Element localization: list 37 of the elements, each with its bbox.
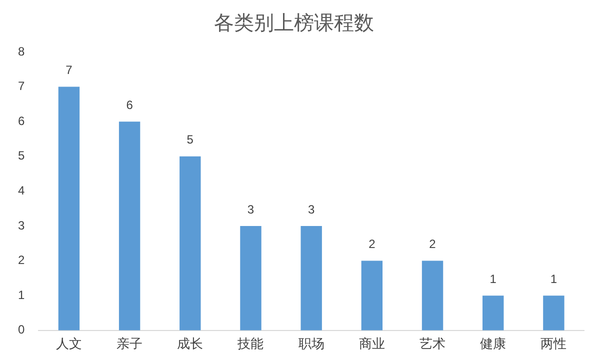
x-tick-label: 两性 (540, 336, 567, 351)
y-tick-label: 4 (18, 184, 25, 198)
data-label: 3 (247, 202, 254, 216)
x-tick-label: 人文 (56, 336, 82, 351)
chart-title: 各类别上榜课程数 (214, 12, 374, 35)
y-tick-label: 1 (18, 288, 25, 302)
x-tick-label: 商业 (358, 336, 385, 351)
x-tick-label: 健康 (480, 336, 506, 351)
bar (118, 122, 140, 330)
data-label: 5 (186, 132, 194, 147)
x-tick-label: 亲子 (116, 336, 143, 351)
bar (180, 156, 201, 330)
bar (482, 296, 504, 330)
y-tick-label: 0 (18, 322, 25, 337)
bar (240, 226, 262, 330)
bar (361, 260, 383, 330)
x-tick-label: 职场 (298, 336, 324, 351)
data-label: 3 (308, 202, 315, 216)
data-label: 6 (126, 98, 134, 112)
y-tick-label: 5 (18, 148, 25, 163)
y-tick-label: 8 (18, 44, 25, 58)
y-tick-label: 7 (18, 79, 25, 94)
bar (543, 296, 564, 330)
data-label: 2 (429, 237, 436, 252)
data-label: 7 (66, 63, 73, 78)
x-tick-label: 技能 (236, 336, 264, 351)
data-label: 2 (368, 237, 376, 252)
bar (300, 226, 322, 330)
data-label: 1 (550, 272, 558, 286)
data-label: 1 (490, 272, 497, 286)
y-tick-label: 2 (18, 253, 25, 268)
bar (422, 260, 444, 330)
bar (58, 86, 80, 330)
x-tick-label: 艺术 (420, 336, 446, 351)
y-tick-label: 6 (18, 114, 25, 128)
y-tick-label: 3 (18, 218, 25, 232)
x-tick-label: 成长 (177, 336, 204, 351)
